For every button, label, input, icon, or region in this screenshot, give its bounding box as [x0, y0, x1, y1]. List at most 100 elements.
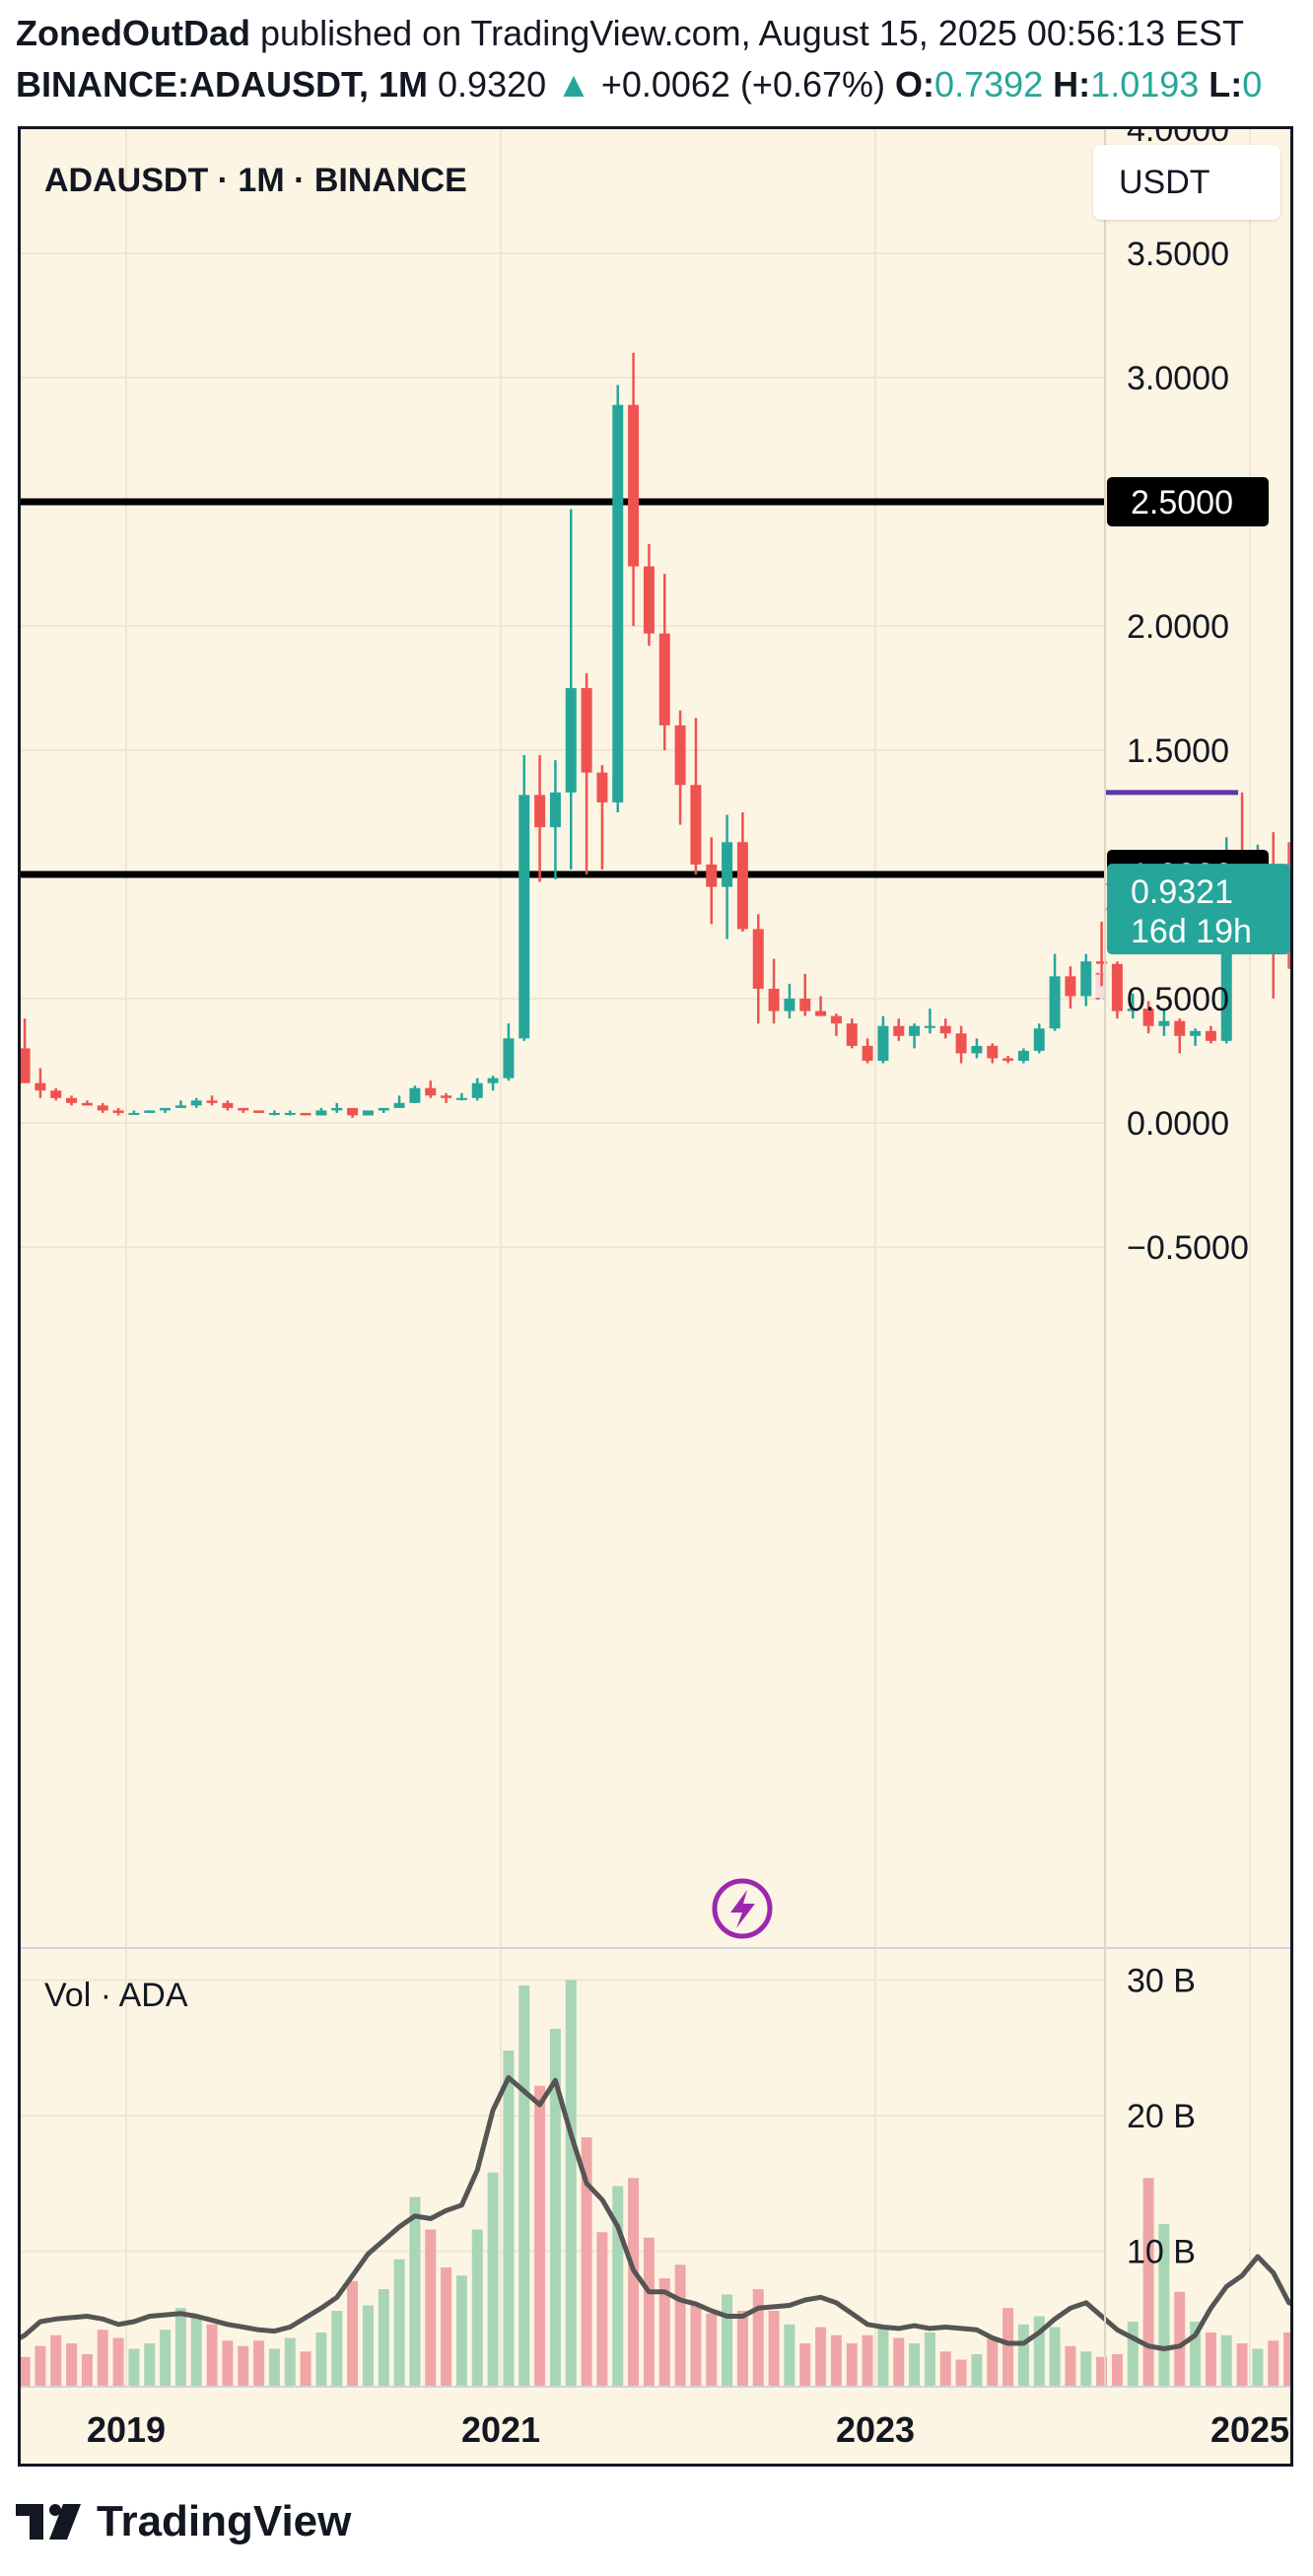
candle[interactable]: [393, 1095, 405, 1108]
candle[interactable]: [955, 1025, 967, 1064]
candle[interactable]: [35, 1068, 46, 1098]
candle[interactable]: [97, 1102, 108, 1113]
candle[interactable]: [50, 1087, 62, 1101]
candle[interactable]: [939, 1018, 951, 1039]
candle[interactable]: [300, 1112, 311, 1116]
candle[interactable]: [674, 710, 686, 825]
candle[interactable]: [1049, 953, 1061, 1031]
candle[interactable]: [690, 718, 702, 874]
candle[interactable]: [596, 765, 608, 870]
candle[interactable]: [441, 1092, 452, 1103]
low-value: 0: [1242, 64, 1263, 104]
candle[interactable]: [238, 1107, 249, 1113]
candle[interactable]: [284, 1110, 296, 1116]
candle[interactable]: [144, 1110, 156, 1113]
candle[interactable]: [612, 384, 624, 812]
candle[interactable]: [1080, 953, 1092, 1007]
candle[interactable]: [487, 1076, 499, 1091]
volume-bar: [1220, 2334, 1232, 2387]
candle[interactable]: [455, 1092, 467, 1101]
candle[interactable]: [1174, 1018, 1186, 1054]
candle[interactable]: [425, 1080, 437, 1098]
chart-frame[interactable]: 6.00005.50004.50004.00003.50003.00002.00…: [18, 126, 1293, 2467]
currency-button[interactable]: USDT: [1093, 145, 1280, 220]
candle[interactable]: [362, 1110, 374, 1116]
candle[interactable]: [1033, 1023, 1045, 1054]
candle[interactable]: [21, 1018, 31, 1083]
candle[interactable]: [268, 1110, 280, 1116]
author-name[interactable]: ZonedOutDad: [16, 13, 250, 53]
volume-bar: [190, 2316, 202, 2387]
candle[interactable]: [534, 755, 546, 882]
candle[interactable]: [315, 1107, 327, 1116]
volume-bar: [425, 2229, 437, 2387]
candle[interactable]: [1158, 1009, 1170, 1036]
volume-tick-label: 20 B: [1127, 2098, 1196, 2135]
candle[interactable]: [1190, 1028, 1202, 1046]
candle[interactable]: [253, 1110, 265, 1113]
candle[interactable]: [1142, 1001, 1154, 1034]
candle[interactable]: [909, 1023, 921, 1049]
price-tick-label: 1.5000: [1127, 732, 1229, 770]
candle[interactable]: [549, 760, 561, 880]
candle[interactable]: [331, 1102, 343, 1113]
volume-bar: [487, 2172, 499, 2387]
candle[interactable]: [66, 1095, 78, 1106]
candle[interactable]: [815, 996, 827, 1016]
tradingview-brand[interactable]: TradingView: [97, 2497, 352, 2545]
candle[interactable]: [768, 958, 780, 1024]
candle[interactable]: [206, 1095, 218, 1106]
candle[interactable]: [971, 1038, 983, 1059]
candle[interactable]: [658, 574, 670, 750]
candle[interactable]: [987, 1043, 999, 1064]
lightning-icon[interactable]: [712, 1878, 773, 1939]
candle[interactable]: [409, 1085, 421, 1103]
candle[interactable]: [1065, 966, 1076, 1010]
candle[interactable]: [628, 352, 640, 626]
candle[interactable]: [643, 543, 655, 647]
candle[interactable]: [862, 1038, 873, 1064]
candle[interactable]: [893, 1018, 905, 1041]
volume-bar: [939, 2351, 951, 2387]
candle[interactable]: [222, 1100, 234, 1111]
candle[interactable]: [1127, 993, 1139, 1019]
candle[interactable]: [112, 1107, 124, 1116]
volume-bar: [628, 2178, 640, 2387]
candle[interactable]: [924, 1009, 935, 1034]
candle[interactable]: [378, 1107, 389, 1113]
candle[interactable]: [830, 1013, 842, 1036]
countdown-label: 16d 19h: [1131, 913, 1252, 950]
candle[interactable]: [128, 1110, 140, 1115]
candle[interactable]: [722, 814, 733, 940]
candle[interactable]: [736, 812, 748, 932]
candle[interactable]: [160, 1107, 172, 1113]
candle[interactable]: [846, 1018, 858, 1049]
candle[interactable]: [565, 509, 577, 870]
candlestick-chart[interactable]: 6.00005.50004.50004.00003.50003.00002.00…: [21, 129, 1290, 2464]
candle[interactable]: [706, 837, 718, 925]
candle[interactable]: [1017, 1048, 1029, 1064]
level-price-badge[interactable]: 2.5000: [1107, 477, 1269, 526]
candle[interactable]: [174, 1100, 186, 1108]
volume-bar: [674, 2264, 686, 2387]
candle[interactable]: [784, 983, 795, 1019]
candle[interactable]: [1111, 961, 1123, 1019]
candle[interactable]: [752, 914, 764, 1024]
candle[interactable]: [81, 1100, 93, 1106]
candle[interactable]: [347, 1107, 359, 1118]
candle[interactable]: [1096, 921, 1108, 987]
candle[interactable]: [190, 1097, 202, 1108]
volume-bar: [378, 2289, 389, 2387]
candle[interactable]: [877, 1015, 889, 1064]
last-price-value: 0.9321: [1131, 873, 1233, 911]
candle[interactable]: [1205, 1025, 1216, 1044]
candle[interactable]: [581, 672, 592, 874]
pink-zone[interactable]: [1095, 972, 1105, 1000]
candle[interactable]: [1002, 1055, 1014, 1064]
tradingview-logo-icon[interactable]: [16, 2504, 85, 2540]
candle[interactable]: [518, 755, 530, 1041]
candle[interactable]: [471, 1078, 483, 1101]
candle[interactable]: [503, 1023, 515, 1081]
candle[interactable]: [799, 973, 811, 1016]
